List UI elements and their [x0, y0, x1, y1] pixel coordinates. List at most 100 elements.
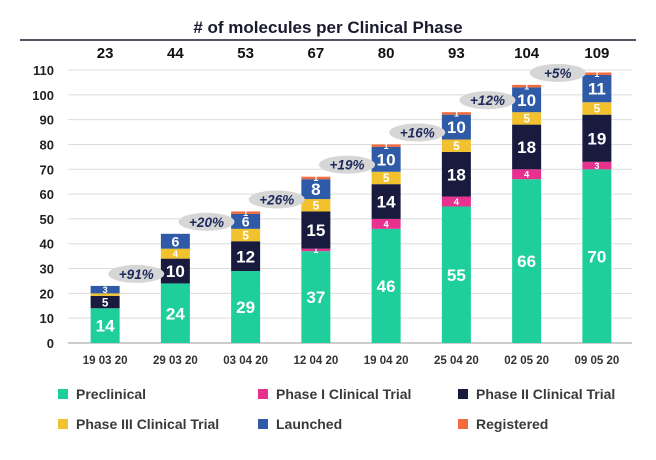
segment-label: 3 — [594, 161, 599, 171]
legend-item-phase1: Phase I Clinical Trial — [258, 386, 411, 402]
legend-label-preclinical: Preclinical — [76, 386, 147, 402]
legend-label-launched: Launched — [276, 416, 343, 432]
x-tick-label: 19 03 20 — [83, 355, 128, 367]
y-tick-label: 70 — [40, 162, 54, 177]
total-label: 80 — [378, 45, 395, 62]
segment-label: 10 — [377, 150, 396, 169]
x-tick-label: 09 05 20 — [574, 355, 619, 367]
bar-segment-0 — [90, 308, 120, 343]
chart-title: # of molecules per Clinical Phase — [193, 18, 462, 37]
segment-label: 66 — [517, 252, 536, 271]
growth-label: +16% — [400, 125, 435, 140]
total-label: 67 — [308, 45, 325, 62]
legend-label-registered: Registered — [476, 416, 549, 432]
bar-segment-0 — [441, 206, 471, 343]
bar-segment-3 — [301, 199, 331, 212]
legend-label-phase2: Phase II Clinical Trial — [476, 386, 616, 402]
bar-segment-5 — [512, 84, 542, 88]
bar-segment-5 — [582, 72, 612, 75]
bar-segment-5 — [371, 144, 401, 147]
segment-label: 55 — [447, 266, 466, 285]
segment-label: 4 — [384, 218, 390, 229]
bar-segment-1 — [301, 248, 331, 252]
y-tick-label: 80 — [40, 137, 54, 152]
growth-bubble — [319, 155, 375, 174]
bar-segment-4 — [441, 114, 471, 140]
segment-label: 46 — [377, 277, 396, 296]
x-tick-label: 25 04 20 — [434, 355, 479, 367]
segment-label: 14 — [96, 317, 115, 336]
y-tick-label: 40 — [40, 237, 54, 252]
y-tick-label: 20 — [40, 286, 54, 301]
segment-label: 1 — [313, 245, 318, 255]
segment-label: 5 — [313, 200, 320, 213]
bar-segment-4 — [301, 179, 331, 200]
segment-label: 4 — [524, 169, 530, 180]
bar-segment-0 — [160, 283, 190, 343]
segment-label: 10 — [166, 262, 185, 281]
total-label: 44 — [167, 45, 184, 62]
bar-segment-0 — [371, 228, 401, 343]
growth-bubble — [459, 91, 516, 110]
legend-label-phase1: Phase I Clinical Trial — [276, 386, 412, 402]
segment-label: 6 — [242, 213, 250, 229]
bar-segment-3 — [160, 248, 190, 259]
bar-segment-2 — [582, 114, 612, 162]
legend-label-phase3: Phase III Clinical Trial — [76, 416, 220, 432]
bar-segment-3 — [90, 293, 120, 296]
segment-label: 3 — [103, 285, 108, 295]
segment-label: 10 — [517, 91, 536, 110]
segment-label: 37 — [306, 288, 325, 307]
growth-label: +91% — [119, 267, 154, 282]
bar-segment-2 — [90, 295, 120, 309]
total-label: 104 — [514, 45, 540, 62]
segment-label: 5 — [594, 103, 601, 116]
bar-segment-1 — [582, 161, 612, 170]
growth-bubble — [529, 63, 586, 82]
bar-segment-2 — [512, 124, 542, 170]
growth-bubble — [108, 264, 165, 283]
segment-label: 5 — [453, 140, 460, 153]
y-tick-label: 50 — [40, 212, 54, 227]
segment-label: 6 — [171, 233, 179, 249]
segment-label: 15 — [306, 221, 325, 240]
bar-segment-4 — [160, 233, 190, 249]
bar-segment-3 — [371, 171, 401, 185]
legend: Preclinical Phase I Clinical Trial Phase… — [0, 376, 656, 460]
legend-item-launched: Launched — [258, 416, 342, 432]
bar-segment-1 — [512, 169, 542, 180]
bar-segment-0 — [512, 179, 542, 343]
bar-segment-3 — [582, 102, 612, 115]
segment-label: 29 — [236, 298, 255, 317]
x-tick-label: 19 04 20 — [364, 355, 409, 367]
segment-label: 5 — [523, 113, 530, 126]
segment-label: 14 — [377, 193, 396, 212]
bar-segment-2 — [371, 184, 401, 219]
segment-label: 1 — [454, 109, 459, 119]
segment-label: 1 — [243, 208, 248, 218]
total-label: 23 — [97, 45, 114, 62]
y-tick-label: 110 — [33, 63, 54, 78]
bar-segment-3 — [231, 228, 261, 242]
growth-bubble — [178, 212, 235, 231]
total-label: 93 — [448, 45, 465, 62]
segment-label: 11 — [588, 80, 606, 99]
bar-segment-4 — [90, 285, 120, 294]
bar-segment-1 — [371, 218, 401, 229]
legend-item-phase2: Phase II Clinical Trial — [458, 386, 615, 402]
bar-segment-0 — [231, 271, 261, 343]
total-label: 53 — [237, 45, 254, 62]
bar-segment-4 — [371, 146, 401, 172]
growth-label: +12% — [470, 93, 505, 108]
bar-segment-3 — [512, 112, 542, 125]
legend-swatch-phase2 — [458, 389, 468, 399]
y-tick-label: 10 — [40, 311, 54, 326]
segment-label: 70 — [587, 247, 606, 266]
segment-label: 18 — [517, 138, 536, 157]
segment-label: 18 — [447, 165, 466, 184]
legend-swatch-phase3 — [58, 419, 68, 429]
legend-swatch-preclinical — [58, 389, 68, 399]
growth-bubble — [248, 190, 305, 209]
growth-label: +5% — [544, 66, 571, 81]
x-tick-label: 12 04 20 — [293, 355, 338, 367]
